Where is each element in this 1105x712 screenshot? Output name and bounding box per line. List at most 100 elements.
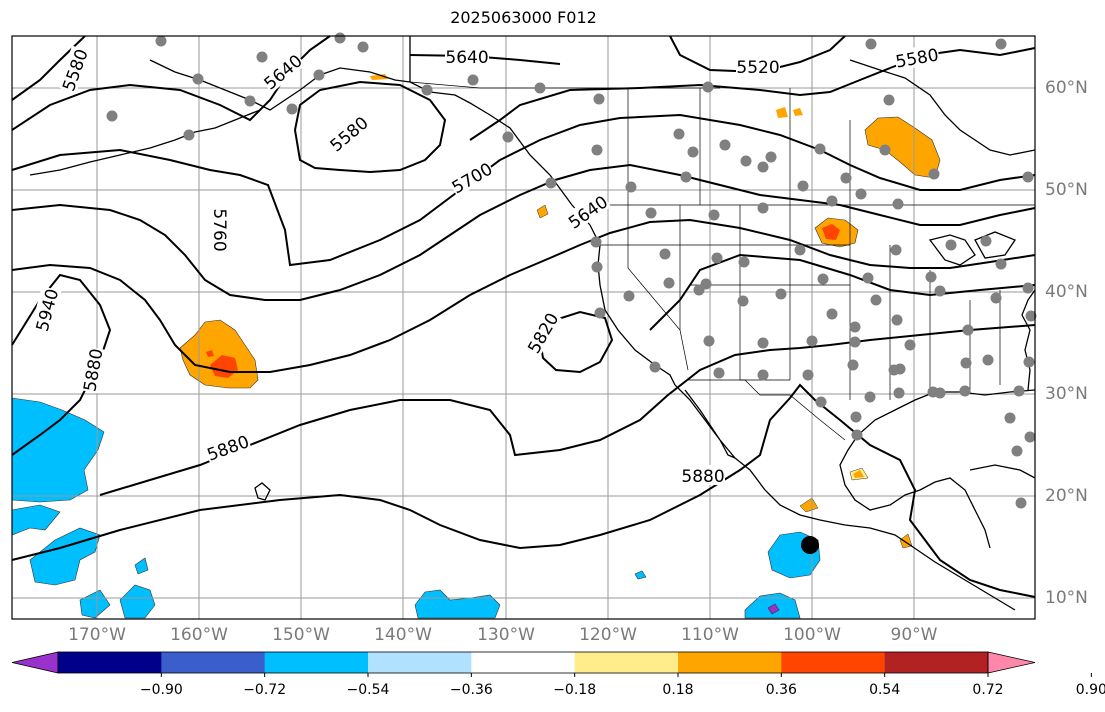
station-marker bbox=[740, 155, 752, 167]
station-marker bbox=[737, 295, 749, 307]
station-marker bbox=[703, 335, 715, 347]
station-marker bbox=[960, 357, 972, 369]
contour-label: 5880 bbox=[681, 465, 725, 487]
orange-area-texas bbox=[853, 470, 864, 478]
hawaii bbox=[254, 482, 271, 501]
contour-5580-east bbox=[469, 47, 1036, 141]
longitude-label: 100°W bbox=[783, 625, 841, 645]
station-marker bbox=[765, 151, 777, 163]
longitude-label: 170°W bbox=[68, 625, 126, 645]
orange-area-hudson bbox=[776, 107, 788, 118]
station-marker bbox=[357, 41, 369, 53]
longitude-label: 140°W bbox=[374, 625, 432, 645]
longitude-label: 120°W bbox=[579, 625, 637, 645]
contour-label-background bbox=[325, 111, 372, 156]
station-marker bbox=[545, 177, 557, 189]
station-marker bbox=[851, 429, 863, 441]
station-marker bbox=[623, 290, 635, 302]
contour-label-background bbox=[57, 45, 91, 94]
station-marker bbox=[591, 261, 603, 273]
station-marker bbox=[502, 131, 514, 143]
colorbar-tick-label: 0.18 bbox=[662, 682, 694, 698]
contour-label-background bbox=[30, 285, 62, 334]
station-marker bbox=[256, 51, 268, 63]
contour-label-background bbox=[681, 465, 725, 485]
cyan-area-west bbox=[11, 397, 105, 503]
station-marker bbox=[864, 391, 876, 403]
colorbar-segment bbox=[161, 652, 266, 673]
station-marker bbox=[826, 308, 838, 320]
contour-label-text: 5640 bbox=[445, 48, 488, 68]
map-background bbox=[12, 36, 1035, 619]
cyan-area-small bbox=[634, 570, 647, 580]
colorbar-segment bbox=[264, 652, 369, 673]
colorbar-segment bbox=[471, 652, 576, 673]
political-borders bbox=[409, 81, 1035, 441]
station-marker bbox=[680, 171, 692, 183]
station-marker bbox=[934, 387, 946, 399]
longitude-label: 90°W bbox=[890, 625, 938, 645]
station-marker bbox=[713, 367, 725, 379]
contour-label-background bbox=[563, 190, 612, 232]
station-markers bbox=[106, 32, 1037, 509]
station-marker bbox=[106, 110, 118, 122]
station-marker bbox=[893, 387, 905, 399]
station-marker bbox=[334, 32, 346, 44]
contour-label: 5520 bbox=[736, 56, 780, 78]
colorbar-extend-low bbox=[11, 651, 59, 674]
station-marker bbox=[980, 235, 992, 247]
contour-label-background bbox=[447, 157, 496, 197]
mexico-coast bbox=[734, 457, 1016, 611]
station-marker bbox=[702, 81, 714, 93]
station-marker bbox=[962, 324, 974, 336]
station-marker bbox=[945, 239, 957, 251]
colorbar-tick-label: −0.54 bbox=[346, 682, 390, 698]
cyan-area-sw3 bbox=[119, 584, 156, 619]
colorbar-segment bbox=[781, 652, 886, 673]
colorbar-segment bbox=[58, 652, 162, 673]
station-marker bbox=[1013, 385, 1025, 397]
baja bbox=[674, 384, 736, 459]
station-marker bbox=[155, 35, 167, 47]
station-marker bbox=[534, 82, 546, 94]
longitude-label: 160°W bbox=[170, 625, 228, 645]
orange-area-hudson2 bbox=[793, 108, 803, 116]
latitude-label: 40°N bbox=[1045, 282, 1088, 302]
contour-5640-mid bbox=[11, 113, 1036, 267]
orange-area-alaska bbox=[370, 74, 388, 80]
station-marker bbox=[850, 411, 862, 423]
station-marker bbox=[862, 272, 874, 284]
latitude-label: 30°N bbox=[1045, 384, 1088, 404]
station-marker bbox=[883, 94, 895, 106]
contour-5820-band bbox=[649, 253, 1036, 331]
station-marker bbox=[757, 161, 769, 173]
colorbar-segment bbox=[368, 652, 472, 673]
station-marker bbox=[757, 337, 769, 349]
station-marker bbox=[806, 335, 818, 347]
station-marker bbox=[959, 385, 971, 397]
station-marker bbox=[673, 128, 685, 140]
station-marker bbox=[591, 144, 603, 156]
longitude-label: 110°W bbox=[681, 625, 739, 645]
cuba bbox=[969, 464, 1036, 479]
station-marker bbox=[1023, 356, 1035, 368]
contour-label-background bbox=[445, 46, 489, 66]
contour-5820-loop bbox=[538, 310, 614, 374]
aleutians bbox=[29, 109, 261, 176]
cyan-area-sw4 bbox=[134, 557, 149, 575]
station-marker bbox=[775, 288, 787, 300]
contour-label-background bbox=[203, 430, 252, 464]
station-marker bbox=[467, 74, 479, 86]
red-area-pacific-2 bbox=[206, 350, 214, 357]
contour-5700 bbox=[11, 163, 1036, 301]
great-lakes bbox=[928, 231, 1016, 266]
longitude-label: 150°W bbox=[272, 625, 330, 645]
cyan-area-south bbox=[414, 589, 501, 619]
station-marker bbox=[192, 73, 204, 85]
orange-area-bc bbox=[536, 204, 549, 219]
station-marker bbox=[757, 369, 769, 381]
contour-label-text: 5760 bbox=[209, 208, 229, 251]
storm-center-marker bbox=[801, 536, 819, 554]
station-marker bbox=[183, 129, 195, 141]
